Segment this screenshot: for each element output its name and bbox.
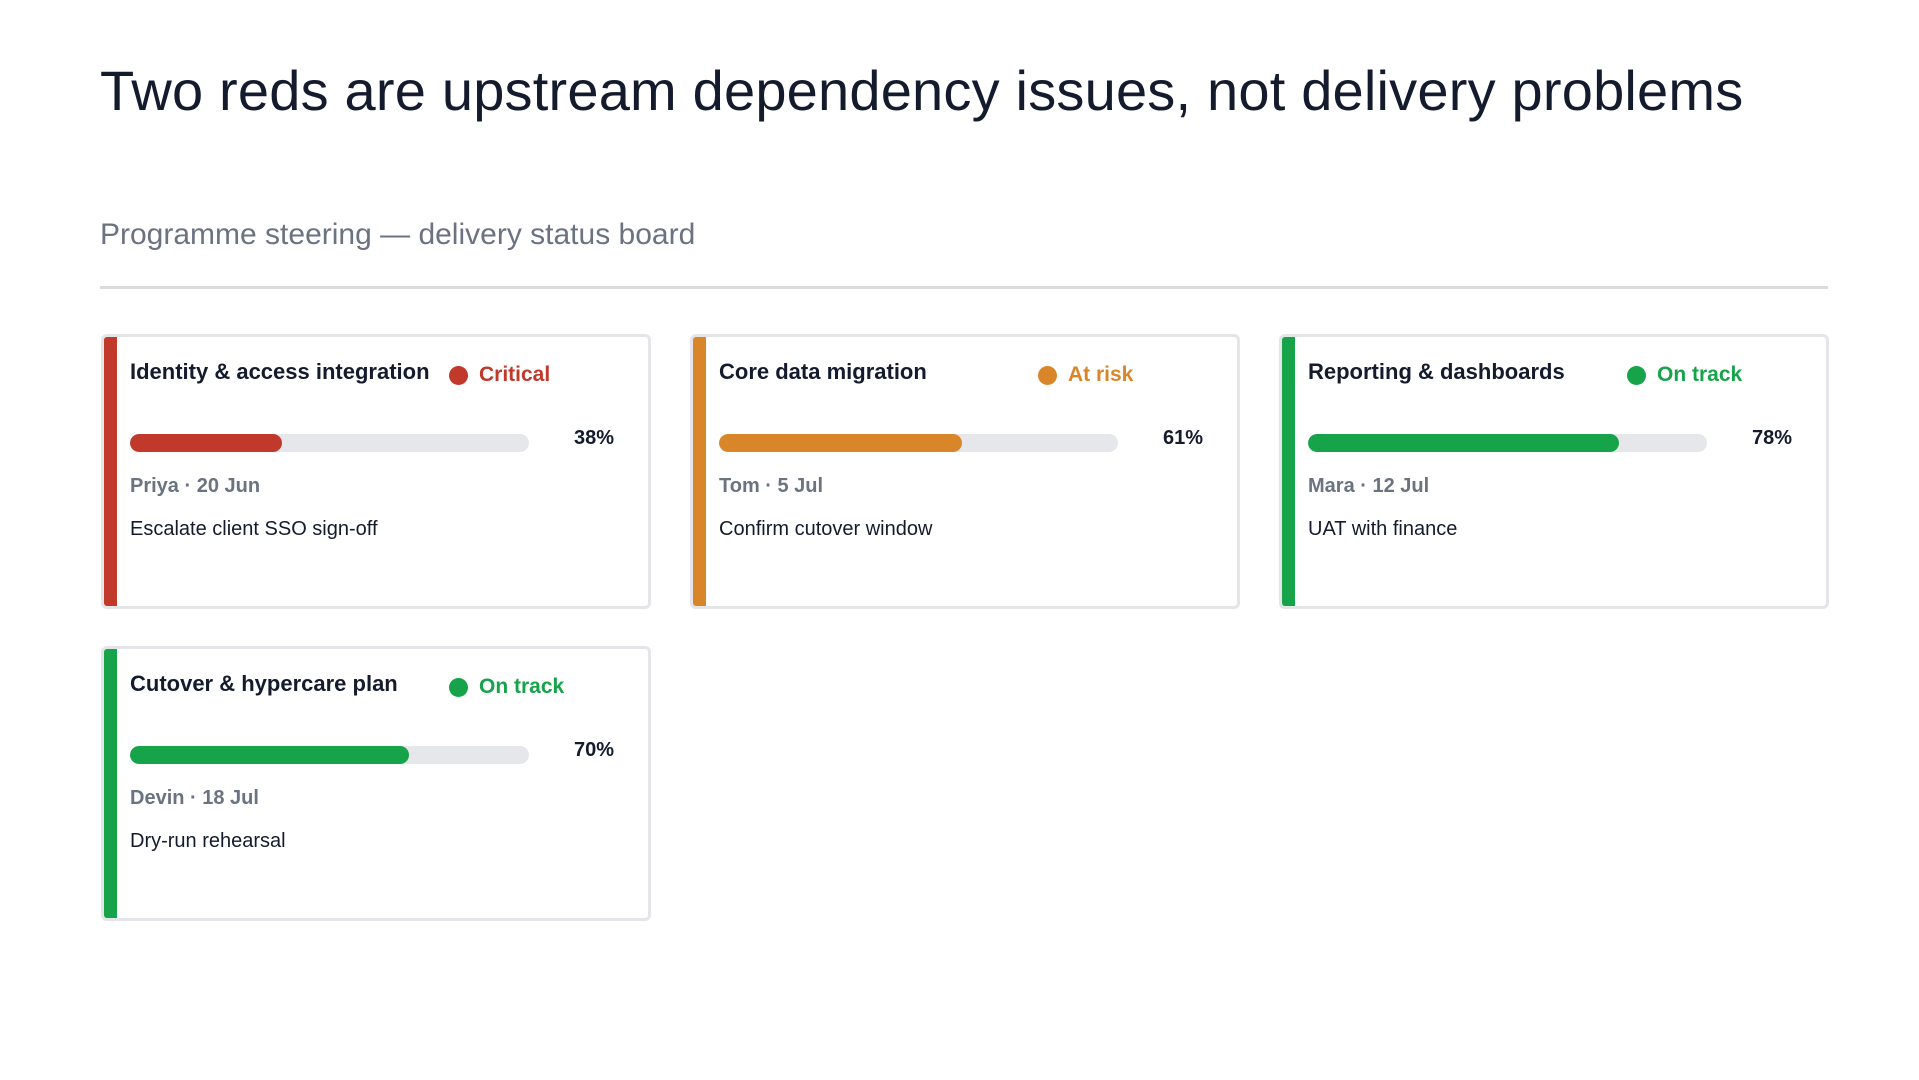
status-label: On track	[1657, 363, 1743, 386]
status-badge: At risk	[1038, 363, 1133, 387]
status-accent-bar	[104, 649, 117, 918]
status-dot-icon	[1627, 365, 1646, 385]
status-accent-bar	[1282, 337, 1295, 606]
next-action: Confirm cutover window	[719, 518, 933, 540]
progress-fill	[1308, 434, 1620, 452]
status-dot-icon	[449, 365, 468, 385]
progress-fill	[130, 746, 410, 764]
workstream-title: Core data migration	[719, 359, 927, 384]
next-action: Dry-run rehearsal	[130, 830, 286, 852]
workstream-card: Identity & access integration Critical 3…	[101, 334, 651, 609]
workstream-title: Identity & access integration	[130, 359, 430, 384]
progress-track	[719, 434, 1118, 452]
status-badge: On track	[1627, 363, 1742, 387]
next-action: Escalate client SSO sign-off	[130, 518, 378, 540]
workstream-title: Reporting & dashboards	[1308, 359, 1565, 384]
owner-due-date: Tom · 5 Jul	[719, 475, 824, 497]
owner-due-date: Mara · 12 Jul	[1308, 475, 1430, 497]
progress-track	[1308, 434, 1707, 452]
next-action: UAT with finance	[1308, 518, 1458, 540]
board-subtitle: Programme steering — delivery status boa…	[100, 218, 696, 251]
status-accent-bar	[693, 337, 706, 606]
progress-fill	[719, 434, 963, 452]
progress-percent: 38%	[574, 427, 615, 449]
progress-percent: 78%	[1752, 427, 1793, 449]
status-label: At risk	[1068, 363, 1134, 386]
progress-percent: 61%	[1163, 427, 1204, 449]
status-label: On track	[479, 675, 565, 698]
status-badge: Critical	[449, 363, 550, 387]
progress-fill	[130, 434, 282, 452]
workstream-card: Cutover & hypercare plan On track 70% De…	[101, 646, 651, 921]
status-accent-bar	[104, 337, 117, 606]
status-dot-icon	[1038, 365, 1057, 385]
status-dot-icon	[449, 677, 468, 697]
progress-track	[130, 746, 529, 764]
progress-percent: 70%	[574, 739, 615, 761]
progress-track	[130, 434, 529, 452]
owner-due-date: Devin · 18 Jul	[130, 787, 259, 809]
status-label: Critical	[479, 363, 551, 386]
owner-due-date: Priya · 20 Jun	[130, 475, 261, 497]
workstream-card: Reporting & dashboards On track 78% Mara…	[1279, 334, 1829, 609]
workstream-card: Core data migration At risk 61% Tom · 5 …	[690, 334, 1240, 609]
divider	[100, 286, 1828, 289]
headline: Two reds are upstream dependency issues,…	[100, 59, 1744, 122]
workstream-title: Cutover & hypercare plan	[130, 671, 398, 696]
status-badge: On track	[449, 675, 564, 699]
